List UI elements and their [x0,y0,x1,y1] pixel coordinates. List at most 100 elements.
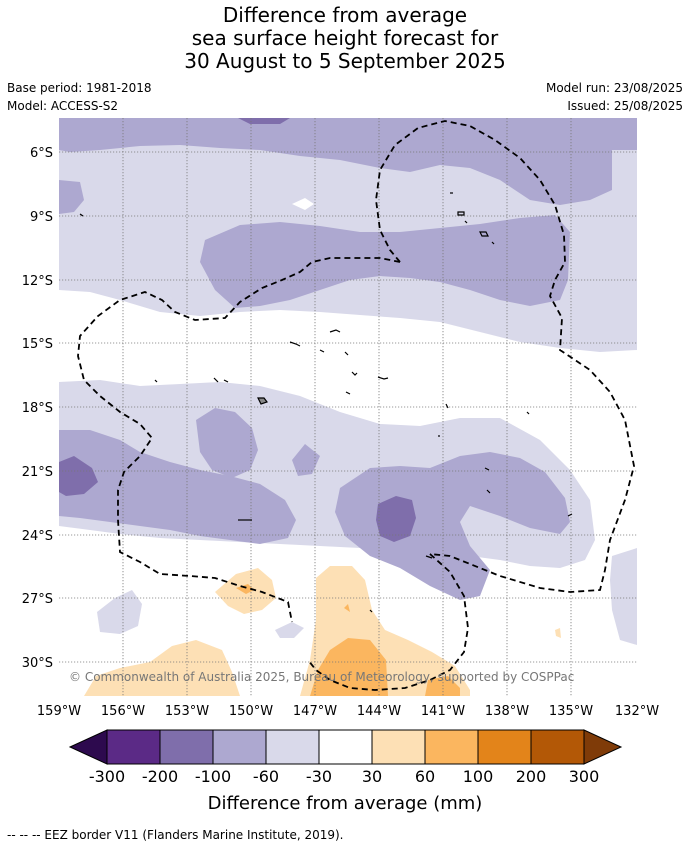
colorbar-segment [530,729,585,765]
lon-label: 147°W [293,704,337,719]
colorbar-title: Difference from average (mm) [208,793,483,814]
meta-left: Base period: 1981-2018 Model: ACCESS-S2 [7,79,152,115]
lon-label: 153°W [165,704,209,719]
colorbar-segment [212,729,267,765]
lat-label: 12°S [22,274,53,289]
colorbar-tick-label: 60 [415,767,435,786]
colorbar-segment [159,729,214,765]
colorbar-segment [424,729,479,765]
colorbar-tick-label: -100 [195,767,231,786]
contour-neg60-blob-center [196,408,258,478]
lon-label: 141°W [421,704,465,719]
map-title: Difference from average sea surface heig… [0,4,690,73]
lat-label: 21°S [22,465,53,480]
contour-neg100-center [376,496,416,542]
colorbar-tick-label: -200 [142,767,178,786]
contour-neg60-north-top [59,118,637,205]
island [351,371,358,376]
colorbar-tick-label: 30 [362,767,382,786]
copyright-watermark: © Commonwealth of Australia 2025, Bureau… [69,670,574,684]
title-line-3: 30 August to 5 September 2025 [184,49,506,73]
island [491,241,495,245]
contour-neg30-southeast [610,548,637,645]
contour-pos60-south [310,638,388,696]
island [154,379,158,383]
contour-pos30-east [555,628,561,638]
island [319,349,325,353]
title-line-1: Difference from average [222,3,468,27]
contour-neg100-north [238,118,290,124]
contour-neg30-small [275,622,304,638]
model-run: Model run: 23/08/2025 [545,81,683,95]
eez-borders [77,120,635,691]
colorbar-tick-label: -30 [306,767,332,786]
contour-neg100-west [59,456,98,496]
island [79,213,84,217]
island [223,379,229,383]
lat-label: 6°S [30,146,53,161]
island [344,351,349,356]
colorbar-tick-labels: -300 -200 -100 -60 -30 30 60 100 200 300 [89,767,599,786]
colorbar: -300 -200 -100 -60 -30 30 60 100 200 300… [68,729,623,814]
lat-label: 30°S [22,656,53,671]
lon-label: 159°W [37,704,81,719]
island [479,231,489,237]
island [484,467,490,471]
lon-label: 138°W [485,704,529,719]
colorbar-tick-label: 200 [516,767,547,786]
colorbar-segment [371,729,426,765]
lon-gridlines [122,118,572,696]
colorbar-tick-label: 100 [463,767,494,786]
colorbar-tick-label: -300 [89,767,125,786]
meta-right: Model run: 23/08/2025 Issued: 25/08/2025 [546,79,683,115]
lon-label: 156°W [101,704,145,719]
island [486,489,491,494]
contour-neg60-north-band [200,215,570,308]
lat-label: 15°S [22,337,53,352]
contour-pos60-blob [236,584,254,594]
island [567,513,573,517]
base-period: Base period: 1981-2018 [7,81,152,95]
colorbar-extend-low [68,729,108,765]
title-line-2: sea surface height forecast for [191,26,499,50]
island [526,411,530,415]
island [257,397,268,405]
island [329,329,341,333]
eez-tuamotu-society [77,257,401,623]
colorbar-extend-high [583,729,623,765]
contour-pos60-speck [344,604,350,612]
colorbar-segment [477,729,532,765]
island [445,403,449,409]
colorbar-segment [106,729,161,765]
lon-label: 144°W [357,704,401,719]
issued-date: Issued: 25/08/2025 [567,99,683,113]
colorbar-segment [318,729,373,765]
colorbar-segment [265,729,320,765]
colorbar-tick-label: -60 [253,767,279,786]
contour-pos60-south-right [425,676,460,696]
island [425,555,433,559]
map-plot: © Commonwealth of Australia 2025, Bureau… [59,118,637,696]
contour-neg60-west-blob [59,180,84,214]
island [369,609,373,613]
lon-labels: 159°W 156°W 153°W 150°W 147°W 144°W 141°… [37,704,659,719]
lat-label: 9°S [30,210,53,225]
lat-label: 24°S [22,529,53,544]
islands [79,192,573,613]
lon-label: 135°W [549,704,593,719]
contour-neg30-southwest [97,590,142,634]
contour-neg60-south-east [335,452,570,600]
contour-white-islet [292,198,314,210]
lon-label: 132°W [615,704,659,719]
eez-legend-note: -- -- -- EEZ border V11 (Flanders Marine… [7,828,344,842]
model-name: Model: ACCESS-S2 [7,99,119,113]
lon-label: 150°W [229,704,273,719]
lat-gridlines [59,151,637,663]
island [464,220,468,224]
island [289,341,301,347]
eez-austral [307,553,469,691]
colorbar-tick-label: 300 [569,767,600,786]
island [213,377,219,383]
island [457,211,465,216]
